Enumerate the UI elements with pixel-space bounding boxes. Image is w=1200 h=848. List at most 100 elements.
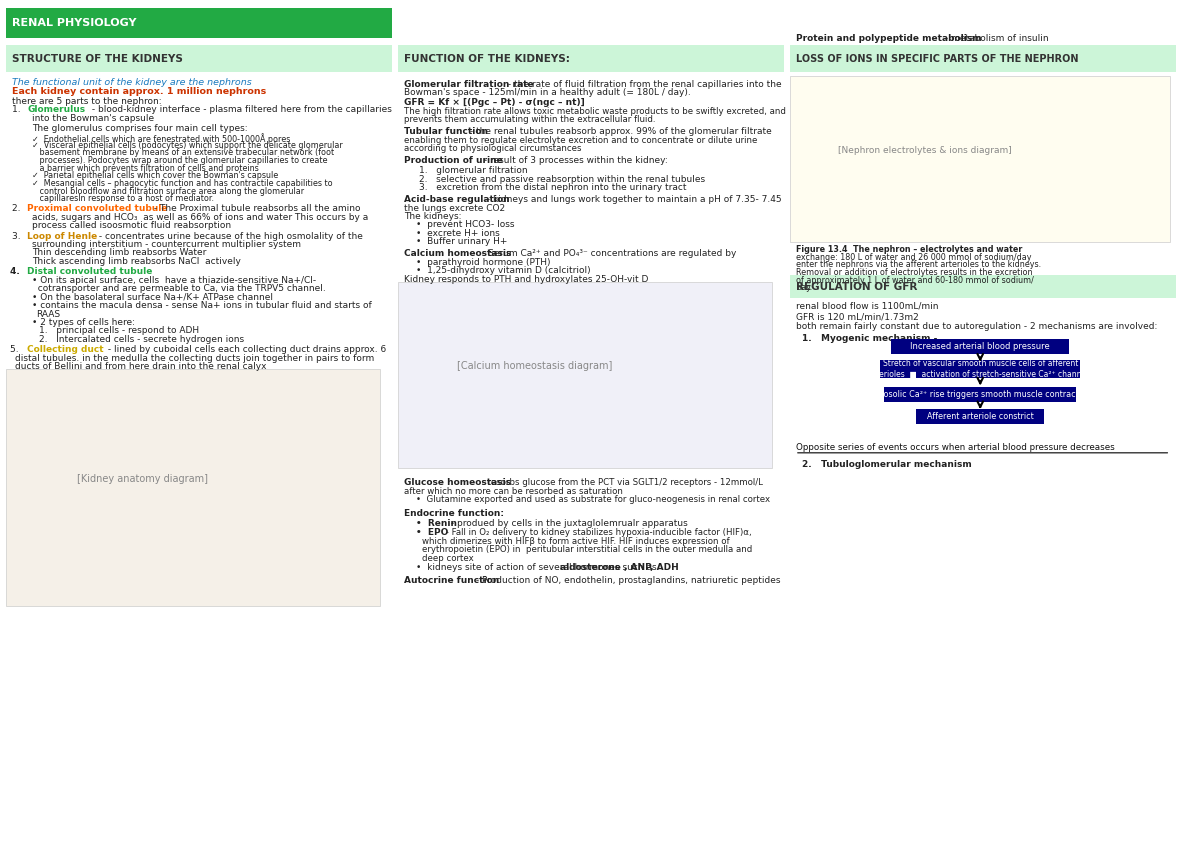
Text: [Kidney anatomy diagram]: [Kidney anatomy diagram] bbox=[77, 474, 209, 484]
Text: • On its apical surface, cells  have a thiazide-sensitive Na+/Cl-: • On its apical surface, cells have a th… bbox=[32, 276, 317, 285]
FancyBboxPatch shape bbox=[916, 409, 1044, 424]
Text: - concentrates urine because of the high osmolality of the: - concentrates urine because of the high… bbox=[96, 232, 364, 241]
Text: Cytosolic Ca²⁺ rise triggers smooth muscle contraction: Cytosolic Ca²⁺ rise triggers smooth musc… bbox=[870, 390, 1091, 399]
FancyBboxPatch shape bbox=[881, 360, 1080, 378]
Text: - Production of NO, endothelin, prostaglandins, natriuretic peptides: - Production of NO, endothelin, prostagl… bbox=[473, 576, 780, 585]
Text: •  excrete H+ ions: • excrete H+ ions bbox=[416, 229, 499, 238]
Text: Each kidney contain approx. 1 million nephrons: Each kidney contain approx. 1 million ne… bbox=[12, 87, 266, 97]
Text: Increased arterial blood pressure: Increased arterial blood pressure bbox=[911, 343, 1050, 351]
Text: - Serum Ca²⁺ and PO₄³⁻ concentrations are regulated by: - Serum Ca²⁺ and PO₄³⁻ concentrations ar… bbox=[479, 249, 736, 259]
Text: RAAS: RAAS bbox=[36, 310, 60, 319]
Text: [Calcium homeostasis diagram]: [Calcium homeostasis diagram] bbox=[457, 361, 613, 371]
Text: 2.   selective and passive reabsorption within the renal tubules: 2. selective and passive reabsorption wi… bbox=[420, 175, 706, 184]
Text: both remain fairly constant due to autoregulation - 2 mechanisms are involved:: both remain fairly constant due to autor… bbox=[796, 322, 1158, 332]
Text: Kidney responds to PTH and hydroxylates 25-OH-vit D: Kidney responds to PTH and hydroxylates … bbox=[404, 275, 648, 284]
Text: - metabolism of insulin: - metabolism of insulin bbox=[942, 34, 1049, 43]
Text: which dimerizes with HIFβ to form active HIF. HIF induces expression of: which dimerizes with HIFβ to form active… bbox=[421, 537, 730, 546]
Text: after which no more can be resorbed as saturation: after which no more can be resorbed as s… bbox=[404, 487, 623, 496]
FancyBboxPatch shape bbox=[6, 8, 392, 38]
Text: renal blood flow is 1100mL/min: renal blood flow is 1100mL/min bbox=[796, 302, 938, 311]
Text: STRUCTURE OF THE KIDNEYS: STRUCTURE OF THE KIDNEYS bbox=[12, 53, 182, 64]
Text: Loop of Henle: Loop of Henle bbox=[28, 232, 97, 241]
Text: - lined by cuboidal cells each collecting duct drains approx. 6: - lined by cuboidal cells each collectin… bbox=[104, 345, 386, 354]
Text: Endocrine function:: Endocrine function: bbox=[404, 509, 504, 518]
Text: day.: day. bbox=[796, 283, 812, 293]
FancyBboxPatch shape bbox=[6, 45, 392, 72]
Text: aldosterone , ANP, ADH: aldosterone , ANP, ADH bbox=[559, 563, 678, 572]
Text: Removal or addition of electrolytes results in the excretion: Removal or addition of electrolytes resu… bbox=[796, 268, 1032, 277]
Text: • On the basolateral surface Na+/K+ ATPase channel: • On the basolateral surface Na+/K+ ATPa… bbox=[32, 293, 274, 302]
Text: Glomerular filtration rate: Glomerular filtration rate bbox=[404, 80, 534, 89]
Text: GFR is 120 mL/min/1.73m2: GFR is 120 mL/min/1.73m2 bbox=[796, 312, 919, 321]
Text: Thin descending limb reabsorbs Water: Thin descending limb reabsorbs Water bbox=[32, 248, 206, 258]
Text: ✓  Endothelial cells which are fenestrated with 500-1000Å pores: ✓ Endothelial cells which are fenestrate… bbox=[32, 133, 290, 144]
Text: •  Glutamine exported and used as substrate for gluco-neogenesis in renal cortex: • Glutamine exported and used as substra… bbox=[416, 495, 770, 505]
Text: 1.   Myogenic mechanism -: 1. Myogenic mechanism - bbox=[802, 334, 937, 343]
Text: •  EPO: • EPO bbox=[416, 528, 449, 538]
Text: • 2 types of cells here:: • 2 types of cells here: bbox=[32, 318, 136, 327]
Text: The high filtration rate allows toxic metabolic waste products to be swiftly exc: The high filtration rate allows toxic me… bbox=[404, 107, 786, 116]
Text: - Fall in O₂ delivery to kidney stabilizes hypoxia-inducible factor (HIF)α,: - Fall in O₂ delivery to kidney stabiliz… bbox=[443, 528, 752, 538]
Text: [Nephron electrolytes & ions diagram]: [Nephron electrolytes & ions diagram] bbox=[838, 146, 1012, 155]
Text: Thick ascending limb reabsorbs NaCl  actively: Thick ascending limb reabsorbs NaCl acti… bbox=[32, 257, 241, 266]
Text: basement membrane by means of an extensive trabecular network (foot: basement membrane by means of an extensi… bbox=[32, 148, 335, 158]
Text: Collecting duct: Collecting duct bbox=[28, 345, 104, 354]
Text: 2.   Tubuloglomerular mechanism: 2. Tubuloglomerular mechanism bbox=[802, 460, 972, 469]
Text: Protein and polypeptide metabolism: Protein and polypeptide metabolism bbox=[796, 34, 982, 43]
Text: 3.   excretion from the distal nephron into the urinary tract: 3. excretion from the distal nephron int… bbox=[420, 183, 686, 192]
Text: 4.: 4. bbox=[10, 267, 23, 276]
Text: FUNCTION OF THE KIDNEYS:: FUNCTION OF THE KIDNEYS: bbox=[404, 53, 570, 64]
Text: according to physiological circumstances: according to physiological circumstances bbox=[404, 144, 582, 153]
Text: - resorbs glucose from the PCT via SGLT1/2 receptors - 12mmol/L: - resorbs glucose from the PCT via SGLT1… bbox=[479, 478, 763, 488]
Text: - result of 3 processes within the kidney:: - result of 3 processes within the kidne… bbox=[481, 156, 668, 165]
Text: •  1,25-dihydroxy vitamin D (calcitriol): • 1,25-dihydroxy vitamin D (calcitriol) bbox=[416, 266, 590, 276]
Text: Bowman's space - 125ml/min in a healthy adult (= 180L / day).: Bowman's space - 125ml/min in a healthy … bbox=[404, 88, 691, 98]
Text: 2.   Intercalated cells - secrete hydrogen ions: 2. Intercalated cells - secrete hydrogen… bbox=[40, 335, 245, 344]
Text: - the rate of fluid filtration from the renal capillaries into the: - the rate of fluid filtration from the … bbox=[505, 80, 781, 89]
Text: acids, sugars and HCO₃  as well as 66% of ions and water This occurs by a: acids, sugars and HCO₃ as well as 66% of… bbox=[32, 213, 368, 222]
FancyBboxPatch shape bbox=[884, 387, 1076, 402]
Text: ducts of Bellini and from here drain into the renal calyx: ducts of Bellini and from here drain int… bbox=[16, 362, 266, 371]
Text: a barrier which prevents filtration of cells and proteins: a barrier which prevents filtration of c… bbox=[32, 164, 259, 173]
Text: enabling them to regulate electrolyte excretion and to concentrate or dilute uri: enabling them to regulate electrolyte ex… bbox=[404, 136, 757, 145]
Text: 5.: 5. bbox=[10, 345, 22, 354]
Text: of approximately 1 L of water and 60-180 mmol of sodium/: of approximately 1 L of water and 60-180… bbox=[796, 276, 1034, 285]
Text: •  prevent HCO3- loss: • prevent HCO3- loss bbox=[416, 220, 515, 230]
Text: distal tubules. in the medulla the collecting ducts join together in pairs to fo: distal tubules. in the medulla the colle… bbox=[16, 354, 374, 363]
FancyBboxPatch shape bbox=[790, 45, 1176, 72]
Text: Figure 13.4  The nephron – electrolytes and water: Figure 13.4 The nephron – electrolytes a… bbox=[796, 245, 1022, 254]
Text: 1.: 1. bbox=[12, 105, 23, 114]
Text: The functional unit of the kidney are the nephrons: The functional unit of the kidney are th… bbox=[12, 78, 252, 87]
Text: RENAL PHYSIOLOGY: RENAL PHYSIOLOGY bbox=[12, 19, 137, 28]
Text: control bloodflow and filtration surface area along the glomerular: control bloodflow and filtration surface… bbox=[32, 187, 305, 196]
Text: Tubular function: Tubular function bbox=[404, 127, 488, 137]
Text: • contains the macula densa - sense Na+ ions in tubular fluid and starts of: • contains the macula densa - sense Na+ … bbox=[32, 301, 372, 310]
Text: ✓  Visceral epithelial cells (podocytes) which support the delicate glomerular: ✓ Visceral epithelial cells (podocytes) … bbox=[32, 141, 343, 150]
Text: Opposite series of events occurs when arterial blood pressure decreases: Opposite series of events occurs when ar… bbox=[796, 443, 1115, 452]
Text: Glucose homeostasis: Glucose homeostasis bbox=[404, 478, 511, 488]
Text: ✓  Parietal epithelial cells which cover the Bowman's capsule: ✓ Parietal epithelial cells which cover … bbox=[32, 171, 278, 181]
Text: ✓  Mesangial cells – phagocytic function and has contractile capabilities to: ✓ Mesangial cells – phagocytic function … bbox=[32, 179, 332, 188]
FancyBboxPatch shape bbox=[790, 275, 1176, 298]
Text: enter the nephrons via the afferent arterioles to the kidneys.: enter the nephrons via the afferent arte… bbox=[796, 260, 1042, 270]
Text: The kidneys:: The kidneys: bbox=[404, 212, 462, 221]
Text: into the Bowman's capsule: into the Bowman's capsule bbox=[32, 114, 155, 124]
Text: exchange: 180 L of water and 26 000 mmol of sodium/day: exchange: 180 L of water and 26 000 mmol… bbox=[796, 253, 1032, 262]
Text: •  kidneys site of action of several hormones such as: • kidneys site of action of several horm… bbox=[416, 563, 659, 572]
Text: The glomerulus comprises four main cell types:: The glomerulus comprises four main cell … bbox=[32, 124, 247, 133]
Text: processes). Podocytes wrap around the glomerular capillaries to create: processes). Podocytes wrap around the gl… bbox=[32, 156, 328, 165]
Text: deep cortex: deep cortex bbox=[421, 554, 474, 563]
Text: cotransporter and are permeable to Ca, via the TRPV5 channel.: cotransporter and are permeable to Ca, v… bbox=[32, 284, 326, 293]
Text: - kidneys and lungs work together to maintain a pH of 7.35- 7.45: - kidneys and lungs work together to mai… bbox=[484, 195, 781, 204]
Text: Glomerulus: Glomerulus bbox=[28, 105, 85, 114]
Text: Acid-base regulation: Acid-base regulation bbox=[404, 195, 510, 204]
Text: Calcium homeostasis: Calcium homeostasis bbox=[404, 249, 511, 259]
Text: erythropoietin (EPO) in  peritubular interstitial cells in the outer medulla and: erythropoietin (EPO) in peritubular inte… bbox=[421, 545, 752, 555]
Text: REGULATION OF GFR: REGULATION OF GFR bbox=[796, 282, 918, 292]
Text: process called isoosmotic fluid reabsorption: process called isoosmotic fluid reabsorp… bbox=[32, 221, 232, 231]
Text: - the renal tubules reabsorb approx. 99% of the glomerular filtrate: - the renal tubules reabsorb approx. 99%… bbox=[467, 127, 772, 137]
Text: LOSS OF IONS IN SPECIFIC PARTS OF THE NEPHRON: LOSS OF IONS IN SPECIFIC PARTS OF THE NE… bbox=[796, 53, 1079, 64]
FancyBboxPatch shape bbox=[892, 339, 1069, 354]
Text: Afferent arteriole constrict: Afferent arteriole constrict bbox=[926, 412, 1033, 421]
FancyBboxPatch shape bbox=[790, 76, 1170, 242]
